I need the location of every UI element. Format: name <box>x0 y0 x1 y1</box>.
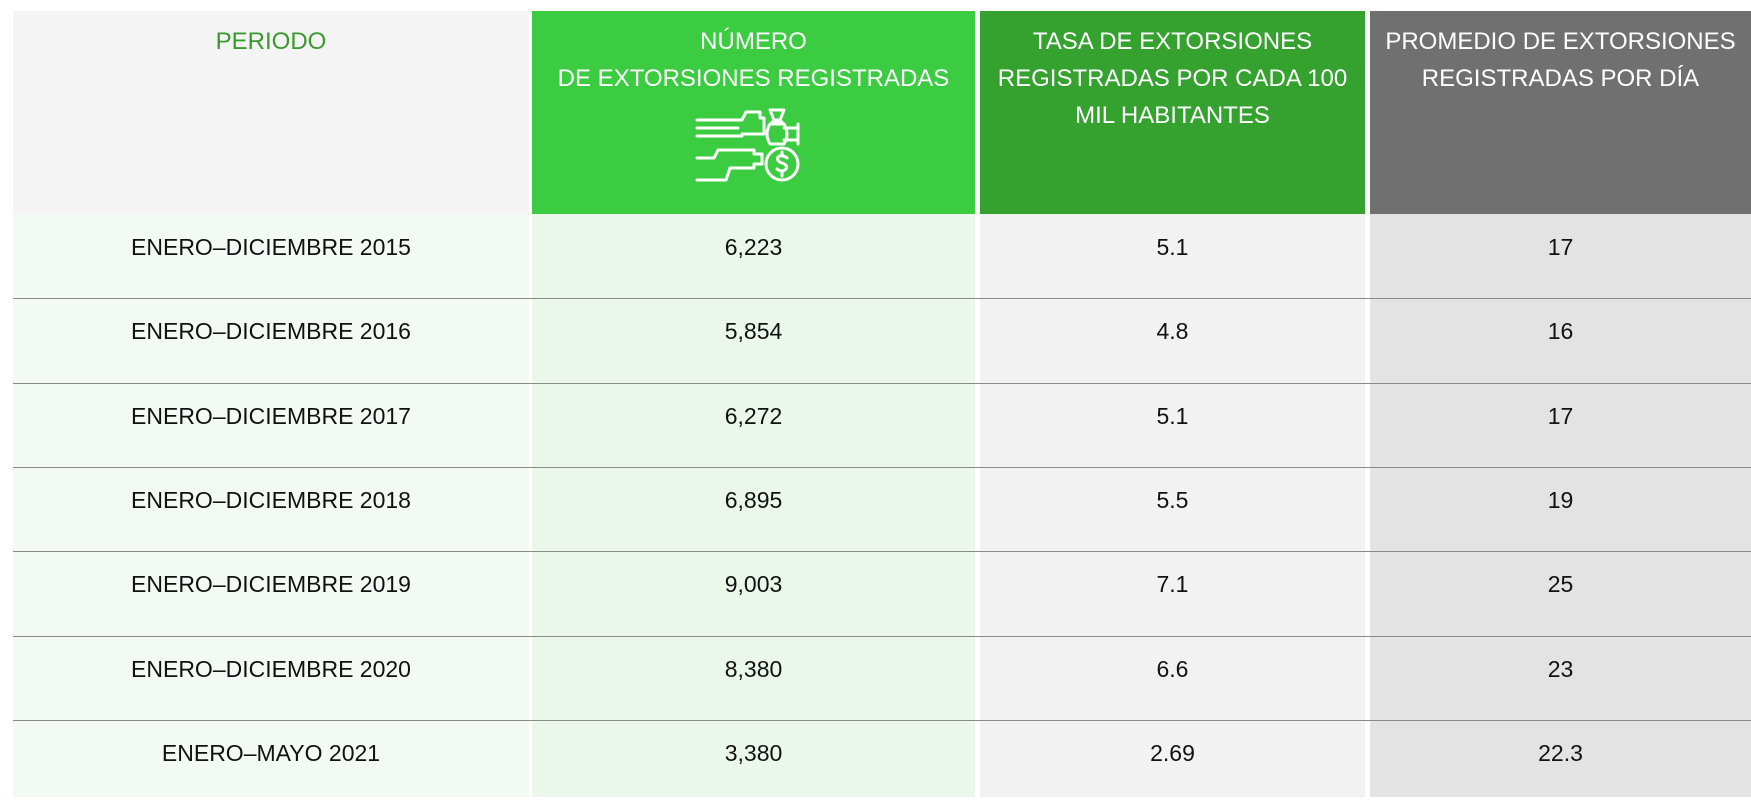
row-divider <box>13 636 1751 637</box>
table-cell: 6,895 <box>724 486 783 513</box>
extortion-icon <box>695 108 800 182</box>
row-divider <box>13 467 1751 468</box>
table-cell: 23 <box>1547 655 1574 682</box>
column-background <box>1370 214 1751 797</box>
table-cell: 7.1 <box>1156 571 1189 598</box>
column-background <box>980 214 1365 797</box>
column-background <box>13 214 529 797</box>
table-cell: 4.8 <box>1156 318 1189 345</box>
table-cell: 5,854 <box>724 318 783 345</box>
header-cell: PROMEDIO DE EXTORSIONES REGISTRADAS POR … <box>1370 11 1751 214</box>
header-cell: TASA DE EXTORSIONES REGISTRADAS POR CADA… <box>980 11 1365 214</box>
table-cell: 17 <box>1547 234 1574 260</box>
table-cell: ENERO–MAYO 2021 <box>161 739 381 766</box>
table-cell: 5.1 <box>1156 234 1189 260</box>
table-cell: 5.5 <box>1156 486 1189 513</box>
table-cell: ENERO–DICIEMBRE 2016 <box>131 318 411 345</box>
column-background <box>532 214 975 797</box>
table-cell: 6,223 <box>724 234 783 260</box>
table-cell: 22.3 <box>1538 739 1583 766</box>
row-divider <box>13 720 1751 721</box>
table-cell: 6,272 <box>724 402 783 429</box>
table-cell: 8,380 <box>724 655 783 682</box>
table-cell: 9,003 <box>724 571 783 598</box>
row-divider <box>13 298 1751 299</box>
table-cell: ENERO–DICIEMBRE 2018 <box>131 486 411 513</box>
header-cell: NÚMERO DE EXTORSIONES REGISTRADAS <box>532 11 975 214</box>
table-cell: ENERO–DICIEMBRE 2019 <box>131 571 411 598</box>
row-divider <box>13 551 1751 552</box>
header-cell: PERIODO <box>13 11 529 214</box>
table-cell: 25 <box>1547 571 1574 598</box>
table-cell: 16 <box>1547 318 1574 345</box>
table-cell: 3,380 <box>724 739 783 766</box>
table-cell: ENERO–DICIEMBRE 2020 <box>131 655 411 682</box>
table-cell: ENERO–DICIEMBRE 2017 <box>131 402 411 429</box>
table-cell: 2.69 <box>1150 739 1195 766</box>
table-cell: 6.6 <box>1156 655 1189 682</box>
table-cell: 17 <box>1547 402 1574 429</box>
row-divider <box>13 383 1751 384</box>
table-cell: 5.1 <box>1156 402 1189 429</box>
table-cell: ENERO–DICIEMBRE 2015 <box>131 234 411 260</box>
table-cell: 19 <box>1547 486 1574 513</box>
